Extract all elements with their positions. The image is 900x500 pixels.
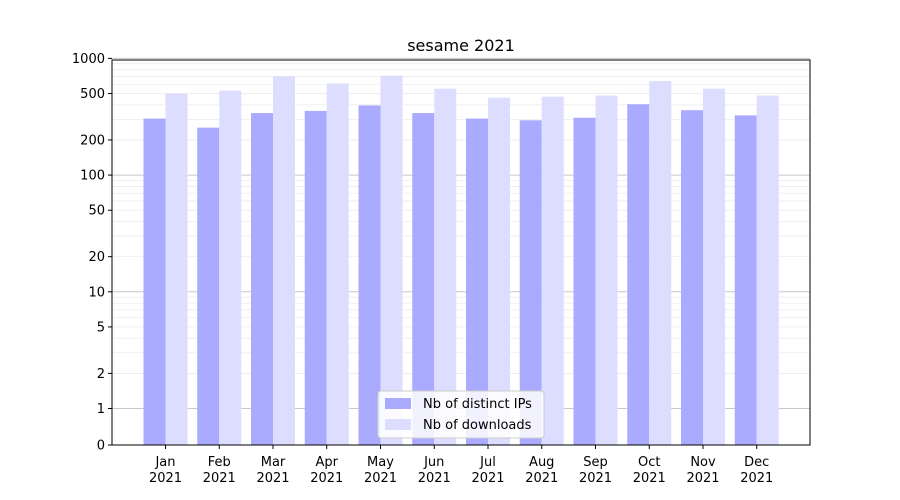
y-tick-label: 100 [80, 169, 105, 184]
x-axis: Jan2021Feb2021Mar2021Apr2021May2021Jun20… [149, 445, 773, 486]
bar-distinct-ips [358, 105, 381, 446]
bar-distinct-ips [681, 110, 703, 445]
y-tick-label: 1 [97, 402, 105, 417]
y-tick-label: 20 [88, 250, 105, 265]
bar-distinct-ips [143, 118, 166, 445]
bar-downloads [434, 88, 457, 445]
y-tick-label: 2 [97, 367, 105, 382]
chart-title: sesame 2021 [407, 36, 515, 55]
bar-downloads [273, 76, 295, 446]
x-tick-label-month: Feb [208, 455, 231, 470]
bar-distinct-ips [251, 113, 273, 445]
bar-distinct-ips [519, 120, 542, 445]
bar-downloads [649, 81, 672, 445]
plot-frame [111, 59, 811, 446]
legend-box [377, 390, 545, 439]
x-tick-label-year: 2021 [149, 471, 182, 486]
y-tick-label: 50 [88, 204, 105, 219]
bar-downloads [219, 90, 242, 446]
x-tick-label-year: 2021 [418, 471, 451, 486]
x-tick-label-year: 2021 [256, 471, 289, 486]
x-tick-label-month: Jul [479, 455, 496, 470]
bar-distinct-ips [304, 110, 327, 445]
x-tick-label-year: 2021 [364, 471, 397, 486]
bar-distinct-ips [197, 127, 220, 445]
x-tick-label-year: 2021 [525, 471, 558, 486]
x-tick-label-year: 2021 [579, 471, 612, 486]
y-tick-label: 500 [80, 87, 105, 102]
x-tick-label-year: 2021 [633, 471, 666, 486]
x-tick-label-year: 2021 [203, 471, 236, 486]
legend-swatch-downloads [385, 419, 411, 430]
bar-distinct-ips [734, 115, 757, 445]
x-tick-label-month: Aug [529, 455, 554, 470]
x-tick-label-year: 2021 [471, 471, 504, 486]
x-tick-label-year: 2021 [310, 471, 343, 486]
y-tick-label: 1000 [72, 52, 105, 67]
x-tick-label-year: 2021 [686, 471, 719, 486]
y-axis: 0 1 2 5 10 20 50 100 200 500 1000 [72, 52, 112, 454]
y-tick-label: 0 [97, 439, 105, 454]
bars [143, 75, 779, 446]
legend-label-distinct-ips: Nb of distinct IPs [423, 397, 532, 412]
legend-label-downloads: Nb of downloads [423, 418, 532, 433]
x-tick-label-month: Sep [583, 455, 608, 470]
bar-distinct-ips [466, 118, 488, 445]
bar-downloads [595, 95, 618, 445]
x-tick-label-month: Oct [638, 455, 660, 470]
bar-downloads [165, 93, 188, 445]
x-tick-label-month: Jun [423, 455, 444, 470]
bar-distinct-ips [627, 104, 650, 446]
x-tick-label-month: Mar [261, 455, 286, 470]
y-tick-label: 10 [88, 285, 105, 300]
bar-downloads [488, 97, 510, 445]
y-tick-label: 5 [97, 320, 105, 335]
bar-downloads [326, 83, 349, 445]
bar-downloads [703, 88, 725, 445]
bar-distinct-ips [573, 117, 596, 445]
bar-distinct-ips [412, 113, 435, 445]
x-tick-label-month: Dec [744, 455, 769, 470]
legend: Nb of distinct IPs Nb of downloads [377, 390, 545, 439]
bar-downloads [380, 75, 403, 445]
x-tick-label-month: Apr [316, 455, 339, 470]
x-tick-label-year: 2021 [740, 471, 773, 486]
bar-downloads [756, 95, 779, 445]
x-tick-label-month: May [367, 455, 394, 470]
x-tick-label-month: Jan [154, 455, 175, 470]
x-tick-label-month: Nov [690, 455, 716, 470]
y-tick-label: 200 [80, 133, 105, 148]
bar-downloads [541, 96, 564, 445]
legend-swatch-distinct-ips [385, 398, 411, 409]
